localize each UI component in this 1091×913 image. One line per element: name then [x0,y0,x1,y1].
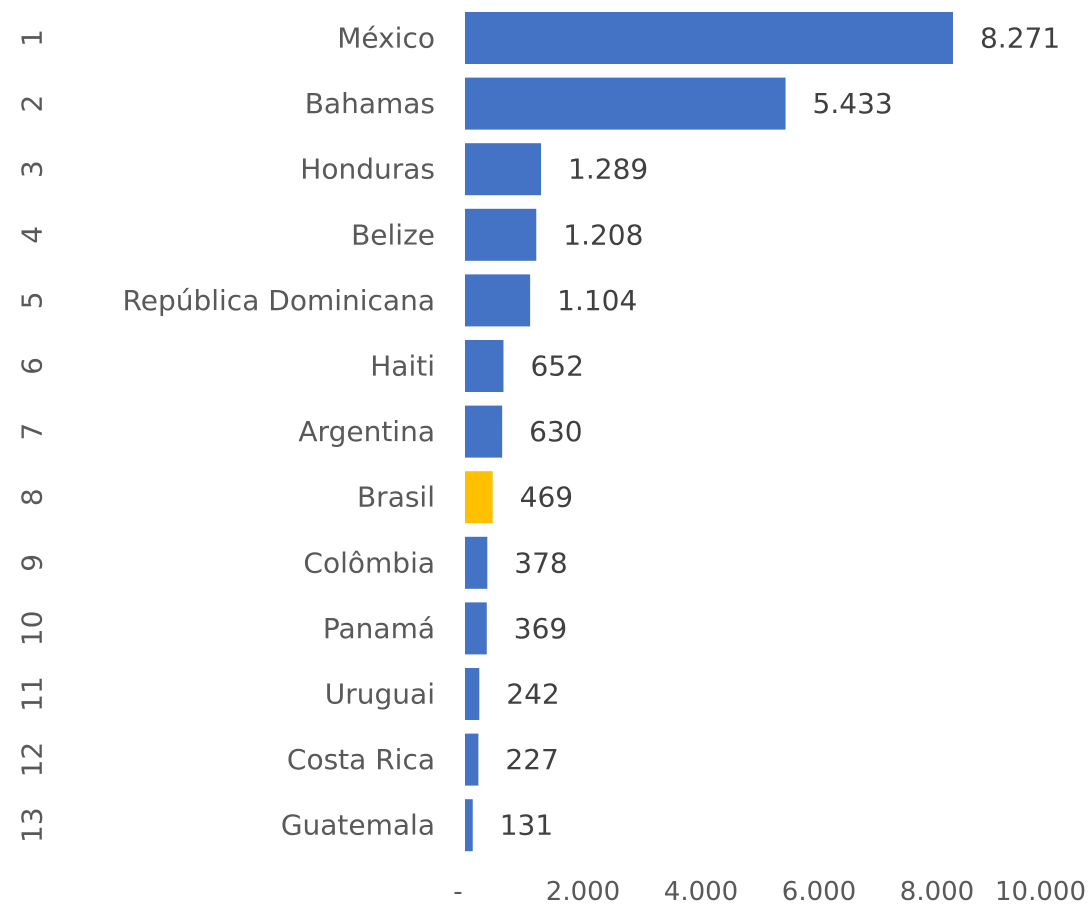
x-tick-label: 10.000 [995,877,1086,907]
rank-label: 10 [16,611,49,647]
bar [465,602,487,655]
rank-label: 13 [16,807,49,843]
category-label: Belize [351,218,435,251]
value-labels: 8.271 5.433 1.289 1.208 1.104 652 630 469 378 369… [500,22,1060,842]
x-tick-label: 8.000 [900,877,974,907]
bar-highlight [465,471,493,524]
category-label: Brasil [357,481,435,514]
value-label: 131 [500,809,553,842]
category-label: Bahamas [305,87,435,120]
value-label: 1.104 [557,284,637,317]
rank-label: 2 [16,95,49,113]
value-label: 227 [505,743,558,776]
bar [465,668,480,720]
bar [465,12,953,64]
bar [465,733,479,786]
value-label: 652 [530,350,583,383]
bar [465,799,473,852]
value-label: 8.271 [980,22,1060,55]
rank-label: 12 [16,742,49,778]
rank-label: 3 [16,160,49,178]
rank-label: 1 [16,29,49,47]
x-axis-ticks: - 2.000 4.000 6.000 8.000 10.000 [453,877,1086,907]
x-tick-label: - [453,877,462,907]
category-label: Costa Rica [287,743,435,776]
bar [465,340,504,392]
category-label: Argentina [298,415,435,448]
bar [465,77,786,130]
rank-label: 6 [16,357,49,375]
category-label: República Dominicana [123,284,435,317]
value-label: 378 [514,546,567,579]
value-label: 630 [529,415,582,448]
value-label: 1.289 [568,153,648,186]
bar [465,274,531,327]
value-label: 5.433 [813,87,893,120]
rank-label: 5 [16,291,49,309]
category-label: Colômbia [303,546,435,579]
x-tick-label: 4.000 [664,877,738,907]
bar [465,405,503,458]
category-label: Honduras [300,153,435,186]
category-label: México [337,22,435,55]
rank-label: 8 [16,488,49,506]
value-label: 369 [514,612,567,645]
category-label: Haiti [370,350,435,383]
category-labels: México Bahamas Honduras Belize República Dom… [123,22,435,842]
rank-label: 7 [16,423,49,441]
value-label: 242 [506,678,559,711]
bar [465,536,488,589]
bars [465,12,953,852]
rank-label: 11 [16,676,49,712]
category-label: Uruguai [325,678,435,711]
bar [465,208,537,261]
bar [465,143,542,196]
category-label: Guatemala [281,809,435,842]
category-label: Panamá [323,612,435,645]
x-tick-label: 6.000 [782,877,856,907]
rank-label: 9 [16,554,49,572]
rank-label: 4 [16,226,49,244]
value-label: 469 [520,481,573,514]
x-tick-label: 2.000 [546,877,620,907]
value-label: 1.208 [563,218,643,251]
